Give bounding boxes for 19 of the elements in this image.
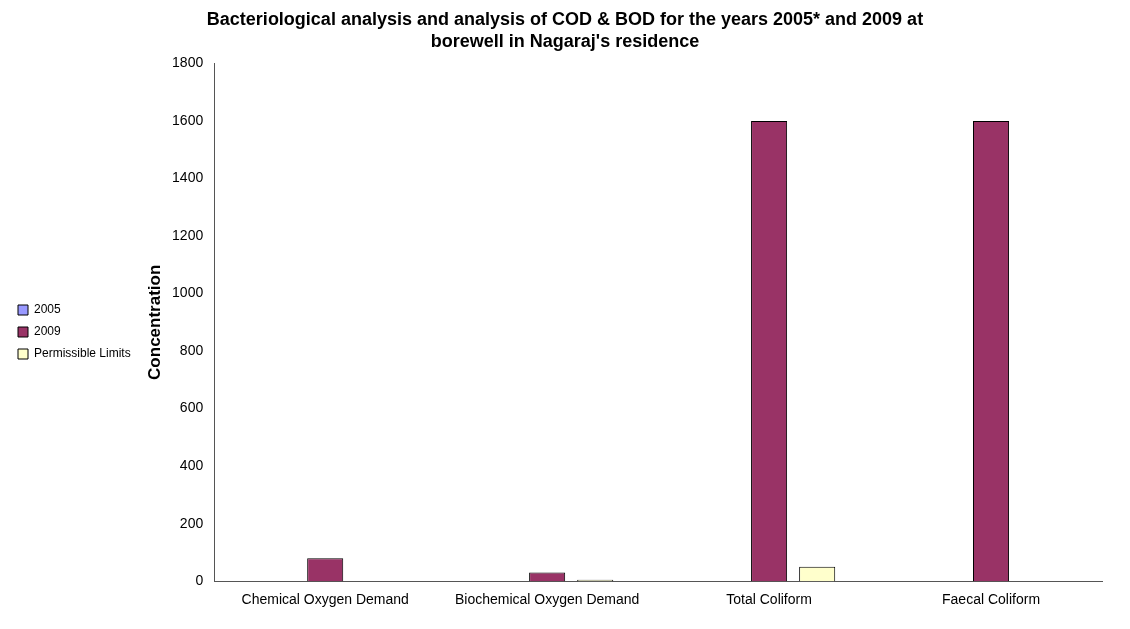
y-tick-label: 800	[179, 341, 204, 358]
y-axis-title: Concentration	[144, 264, 164, 380]
y-tick-label: 0	[195, 572, 204, 589]
y-tick-label: 600	[179, 399, 204, 416]
x-tick-label: Faecal Coliform	[942, 591, 1041, 608]
y-tick-label: 1800	[172, 54, 204, 71]
legend-label: 2009	[34, 324, 62, 339]
legend-label: 2005	[34, 302, 62, 317]
y-tick-label: 1200	[172, 226, 204, 243]
x-tick-label: Total Coliform	[726, 591, 812, 608]
x-tick-label: Chemical Oxygen Demand	[241, 591, 409, 608]
legend-label: Permissible Limits	[34, 346, 131, 361]
y-tick-label: 1000	[172, 284, 204, 301]
x-tick-label: Biochemical Oxygen Demand	[454, 591, 640, 608]
y-tick-label: 1400	[172, 169, 204, 186]
chart-title: Bacteriological analysis and analysis of COD & BOD for the years 2005* and 2009 at borewell in Nagaraj's residence	[205, 8, 925, 52]
y-tick-label: 1600	[172, 111, 204, 128]
y-tick-label: 400	[179, 456, 204, 473]
y-tick-label: 200	[179, 514, 204, 531]
